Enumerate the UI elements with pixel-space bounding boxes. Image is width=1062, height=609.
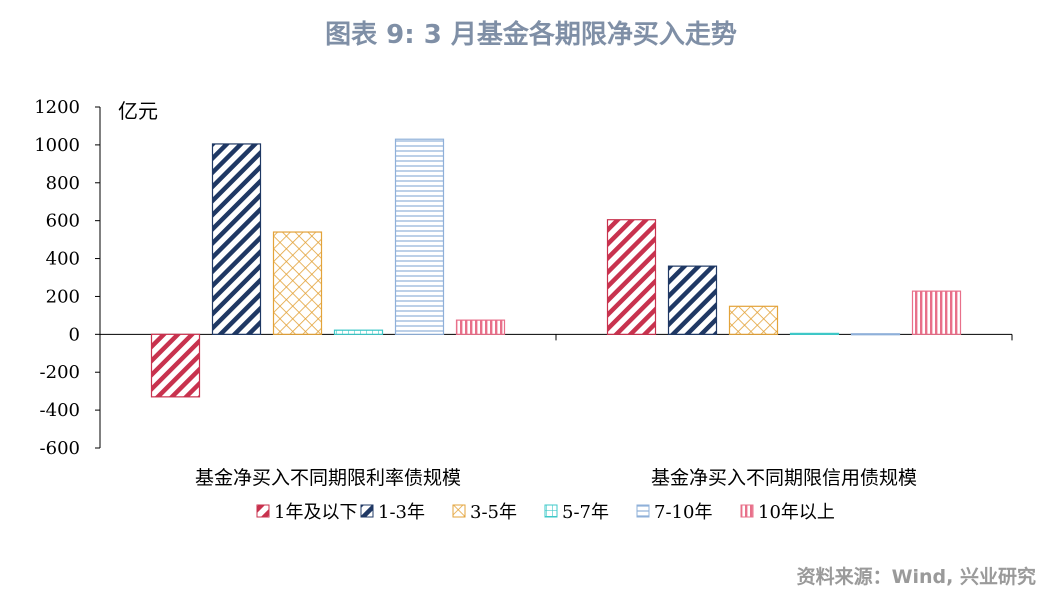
- y-tick-label: -400: [40, 400, 80, 421]
- x-category-label: 基金净买入不同期限利率债规模: [195, 467, 461, 489]
- legend-item: 1年及以下: [256, 502, 357, 523]
- y-tick-label: 400: [46, 249, 80, 270]
- x-category-label: 基金净买入不同期限信用债规模: [651, 467, 917, 489]
- y-tick-label: 600: [46, 211, 80, 232]
- legend-swatch: [740, 504, 754, 518]
- legend-label: 1年及以下: [274, 502, 357, 523]
- bar-chart: 1200 1000 800 600 400 200 0 -200 -400 -600 基金净买入不同…: [34, 97, 1013, 523]
- bar-3-5年: [728, 305, 779, 335]
- legend-item: 3-5年: [452, 502, 517, 523]
- bar-5-7年: [333, 329, 384, 335]
- y-tick-label: -600: [40, 438, 80, 459]
- y-tick-label: 200: [46, 286, 80, 307]
- legend-item: 7-10年: [636, 502, 712, 523]
- bar-1年及以下: [606, 219, 657, 335]
- legend-label: 1-3年: [378, 502, 425, 523]
- bar-5-7年: [789, 332, 840, 335]
- y-tick-label: 0: [69, 324, 80, 345]
- bar-1年及以下: [150, 333, 201, 398]
- y-tick-label: 1200: [34, 97, 80, 118]
- legend-item: 10年以上: [740, 502, 835, 523]
- bar-10年以上: [455, 319, 506, 335]
- bar-10年以上: [911, 290, 962, 335]
- bar-1-3年: [667, 265, 718, 335]
- legend-label: 7-10年: [654, 502, 712, 523]
- legend-label: 3-5年: [470, 502, 517, 523]
- chart-title: 图表 9: 3 月基金各期限净买入走势: [325, 20, 737, 50]
- legend-label: 10年以上: [758, 502, 835, 523]
- legend-item: 1-3年: [360, 502, 425, 523]
- legend-swatch: [544, 504, 558, 518]
- bar-3-5年: [272, 231, 323, 335]
- bar-7-10年: [394, 138, 445, 335]
- legend-swatch: [256, 504, 270, 518]
- y-tick-label: -200: [40, 362, 80, 383]
- legend-swatch: [452, 504, 466, 518]
- y-tick-label: 800: [46, 173, 80, 194]
- bar-1-3年: [211, 143, 262, 335]
- legend-swatch: [360, 504, 374, 518]
- legend-swatch: [636, 504, 650, 518]
- bar-7-10年: [850, 333, 901, 336]
- y-unit-label: 亿元: [118, 99, 158, 123]
- source-note: 资料来源：Wind, 兴业研究: [796, 566, 1036, 588]
- y-tick-label: 1000: [34, 135, 80, 156]
- legend-label: 5-7年: [562, 502, 609, 523]
- legend-item: 5-7年: [544, 502, 609, 523]
